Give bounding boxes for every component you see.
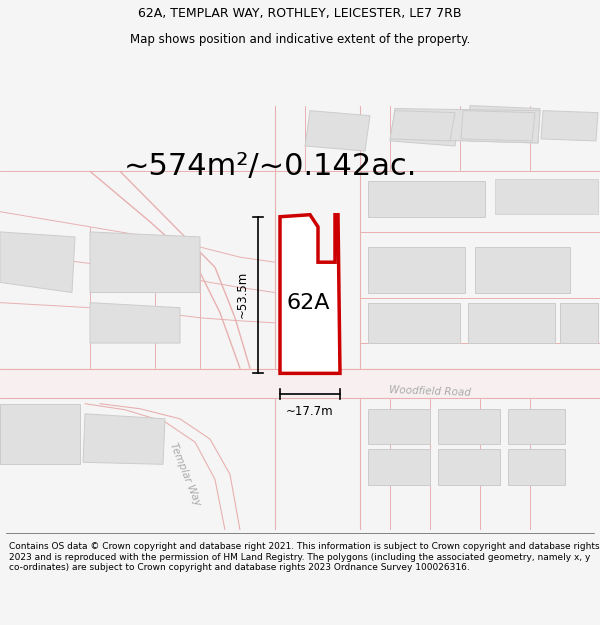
Polygon shape xyxy=(368,181,485,217)
Polygon shape xyxy=(390,111,455,141)
Text: Woodfield Road: Woodfield Road xyxy=(389,385,471,398)
Polygon shape xyxy=(541,111,598,141)
Polygon shape xyxy=(368,302,460,343)
Polygon shape xyxy=(368,449,430,484)
Polygon shape xyxy=(0,368,600,399)
Polygon shape xyxy=(508,449,565,484)
Polygon shape xyxy=(83,414,165,464)
Polygon shape xyxy=(368,247,465,292)
Polygon shape xyxy=(0,404,80,464)
Polygon shape xyxy=(90,302,180,343)
Polygon shape xyxy=(468,302,555,343)
Polygon shape xyxy=(280,215,340,373)
Text: Contains OS data © Crown copyright and database right 2021. This information is : Contains OS data © Crown copyright and d… xyxy=(9,542,599,572)
Text: ~574m²/~0.142ac.: ~574m²/~0.142ac. xyxy=(124,152,416,181)
Polygon shape xyxy=(475,247,570,292)
Text: 62A, TEMPLAR WAY, ROTHLEY, LEICESTER, LE7 7RB: 62A, TEMPLAR WAY, ROTHLEY, LEICESTER, LE… xyxy=(138,8,462,21)
Polygon shape xyxy=(305,111,370,151)
Polygon shape xyxy=(438,409,500,444)
Text: ~17.7m: ~17.7m xyxy=(286,405,334,418)
Polygon shape xyxy=(508,409,565,444)
Polygon shape xyxy=(90,232,200,292)
Polygon shape xyxy=(468,106,540,143)
Polygon shape xyxy=(368,409,430,444)
Polygon shape xyxy=(560,302,598,343)
Text: Templar Way: Templar Way xyxy=(168,441,202,508)
Polygon shape xyxy=(495,179,598,214)
Polygon shape xyxy=(461,111,535,141)
Polygon shape xyxy=(393,109,540,143)
Polygon shape xyxy=(0,232,75,292)
Polygon shape xyxy=(438,449,500,484)
Text: 62A: 62A xyxy=(286,292,330,312)
Text: Map shows position and indicative extent of the property.: Map shows position and indicative extent… xyxy=(130,32,470,46)
Text: ~53.5m: ~53.5m xyxy=(235,271,248,318)
Polygon shape xyxy=(390,109,460,146)
